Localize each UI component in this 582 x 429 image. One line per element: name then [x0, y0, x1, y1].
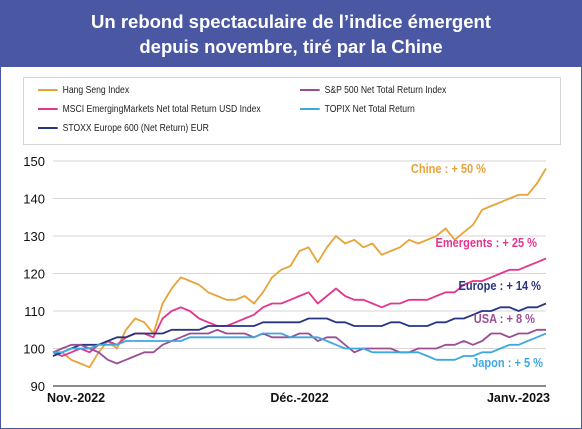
series-end-label-4: Japon : + 5 % — [472, 355, 543, 370]
legend-item-msci-em: MSCI EmergingMarkets Net total Return US… — [38, 103, 261, 115]
y-tick-label: 150 — [23, 154, 45, 169]
x-tick-label: Nov.-2022 — [47, 391, 105, 405]
grid-lines — [53, 160, 546, 387]
legend-label-topix: TOPIX Net Total Return — [324, 103, 415, 115]
y-tick-label: 110 — [24, 304, 45, 319]
legend-swatch-hang-seng — [38, 89, 58, 91]
y-axis-ticks: 90 100 110 120 130 140 150 — [23, 154, 45, 394]
title-banner: Un rebond spectaculaire de l’indice émer… — [1, 1, 581, 67]
y-tick-label: 130 — [23, 229, 45, 244]
legend-swatch-topix — [300, 108, 320, 110]
legend-label-hang-seng: Hang Seng Index — [62, 84, 130, 96]
legend-swatch-sp500 — [300, 89, 320, 91]
series-end-label-3: USA : + 8 % — [474, 311, 535, 326]
x-axis-ticks: Nov.-2022 Déc.-2022 Janv.-2023 — [47, 391, 550, 405]
y-tick-label: 90 — [31, 379, 45, 394]
series-end-label-0: Chine : + 50 % — [411, 161, 486, 176]
chart-title-line-2: depuis novembre, tiré par la Chine — [139, 36, 443, 57]
series-lines — [52, 168, 547, 369]
legend-swatch-stoxx — [38, 127, 58, 129]
legend-label-msci-em: MSCI EmergingMarkets Net total Return US… — [62, 103, 261, 115]
series-end-label-1: Emergents : + 25 % — [436, 235, 538, 250]
chart-legend: Hang Seng Index S&P 500 Net Total Return… — [23, 77, 561, 145]
legend-label-sp500: S&P 500 Net Total Return Index — [324, 84, 447, 96]
legend-label-stoxx: STOXX Europe 600 (Net Return) EUR — [62, 122, 209, 134]
legend-item-sp500: S&P 500 Net Total Return Index — [300, 84, 446, 96]
y-tick-label: 140 — [23, 192, 45, 207]
legend-item-stoxx: STOXX Europe 600 (Net Return) EUR — [38, 122, 209, 134]
series-line-4 — [53, 332, 547, 361]
series-end-labels: Chine : + 50 % Emergents : + 25 % Europe :… — [411, 161, 543, 370]
x-tick-label: Déc.-2022 — [270, 391, 328, 405]
legend-swatch-msci-em — [38, 108, 58, 110]
legend-item-topix: TOPIX Net Total Return — [300, 103, 415, 115]
chart-title-line-1: Un rebond spectaculaire de l’indice émer… — [91, 11, 491, 32]
y-tick-label: 120 — [23, 267, 45, 282]
x-tick-label: Janv.-2023 — [487, 391, 550, 405]
y-tick-label: 100 — [23, 342, 45, 357]
legend-item-hang-seng: Hang Seng Index — [38, 84, 129, 96]
series-line-0 — [52, 168, 547, 369]
series-line-3 — [52, 328, 546, 365]
series-line-2 — [52, 302, 547, 357]
series-end-label-2: Europe : + 14 % — [459, 278, 542, 293]
